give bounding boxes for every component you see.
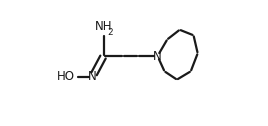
Text: NH: NH xyxy=(95,20,112,33)
Text: 2: 2 xyxy=(107,28,113,37)
Text: HO: HO xyxy=(57,70,75,83)
Text: N: N xyxy=(153,50,162,63)
Text: N: N xyxy=(88,70,97,83)
